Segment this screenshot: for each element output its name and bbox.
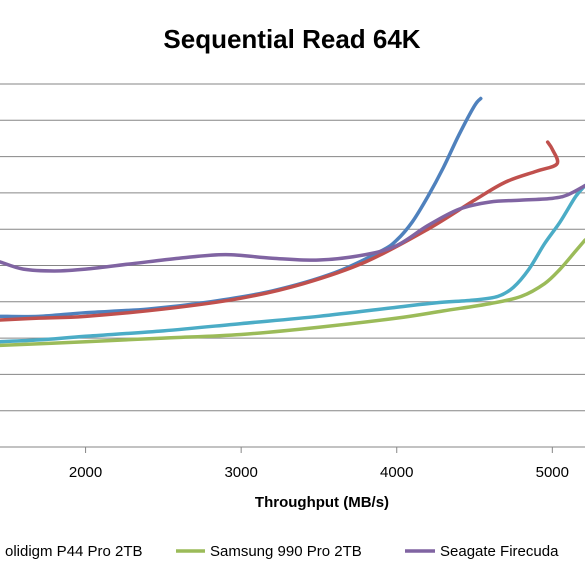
series-line-5 <box>0 183 585 273</box>
x-tick-label: 4000 <box>380 464 413 481</box>
legend-label: olidigm P44 Pro 2TB <box>5 543 143 560</box>
legend-label: Samsung 990 Pro 2TB <box>210 543 362 560</box>
series-line-2 <box>0 140 560 322</box>
legend-label: Seagate Firecuda <box>440 543 559 560</box>
x-tick-label: 5000 <box>536 464 569 481</box>
chart-title: Sequential Read 64K <box>163 24 420 54</box>
x-tick-label: 2000 <box>69 464 102 481</box>
series-line-3 <box>0 183 585 344</box>
x-tick-label: 3000 <box>224 464 257 481</box>
legend: olidigm P44 Pro 2TB Samsung 990 Pro 2TB Se… <box>5 543 559 560</box>
x-axis-title: Throughput (MB/s) <box>255 494 389 511</box>
x-axis-ticks: 2000 3000 4000 5000 <box>69 447 569 481</box>
gridlines <box>0 83 585 412</box>
series-line-1 <box>0 96 483 319</box>
series-line-4 <box>0 238 585 348</box>
series-lines <box>0 96 585 348</box>
